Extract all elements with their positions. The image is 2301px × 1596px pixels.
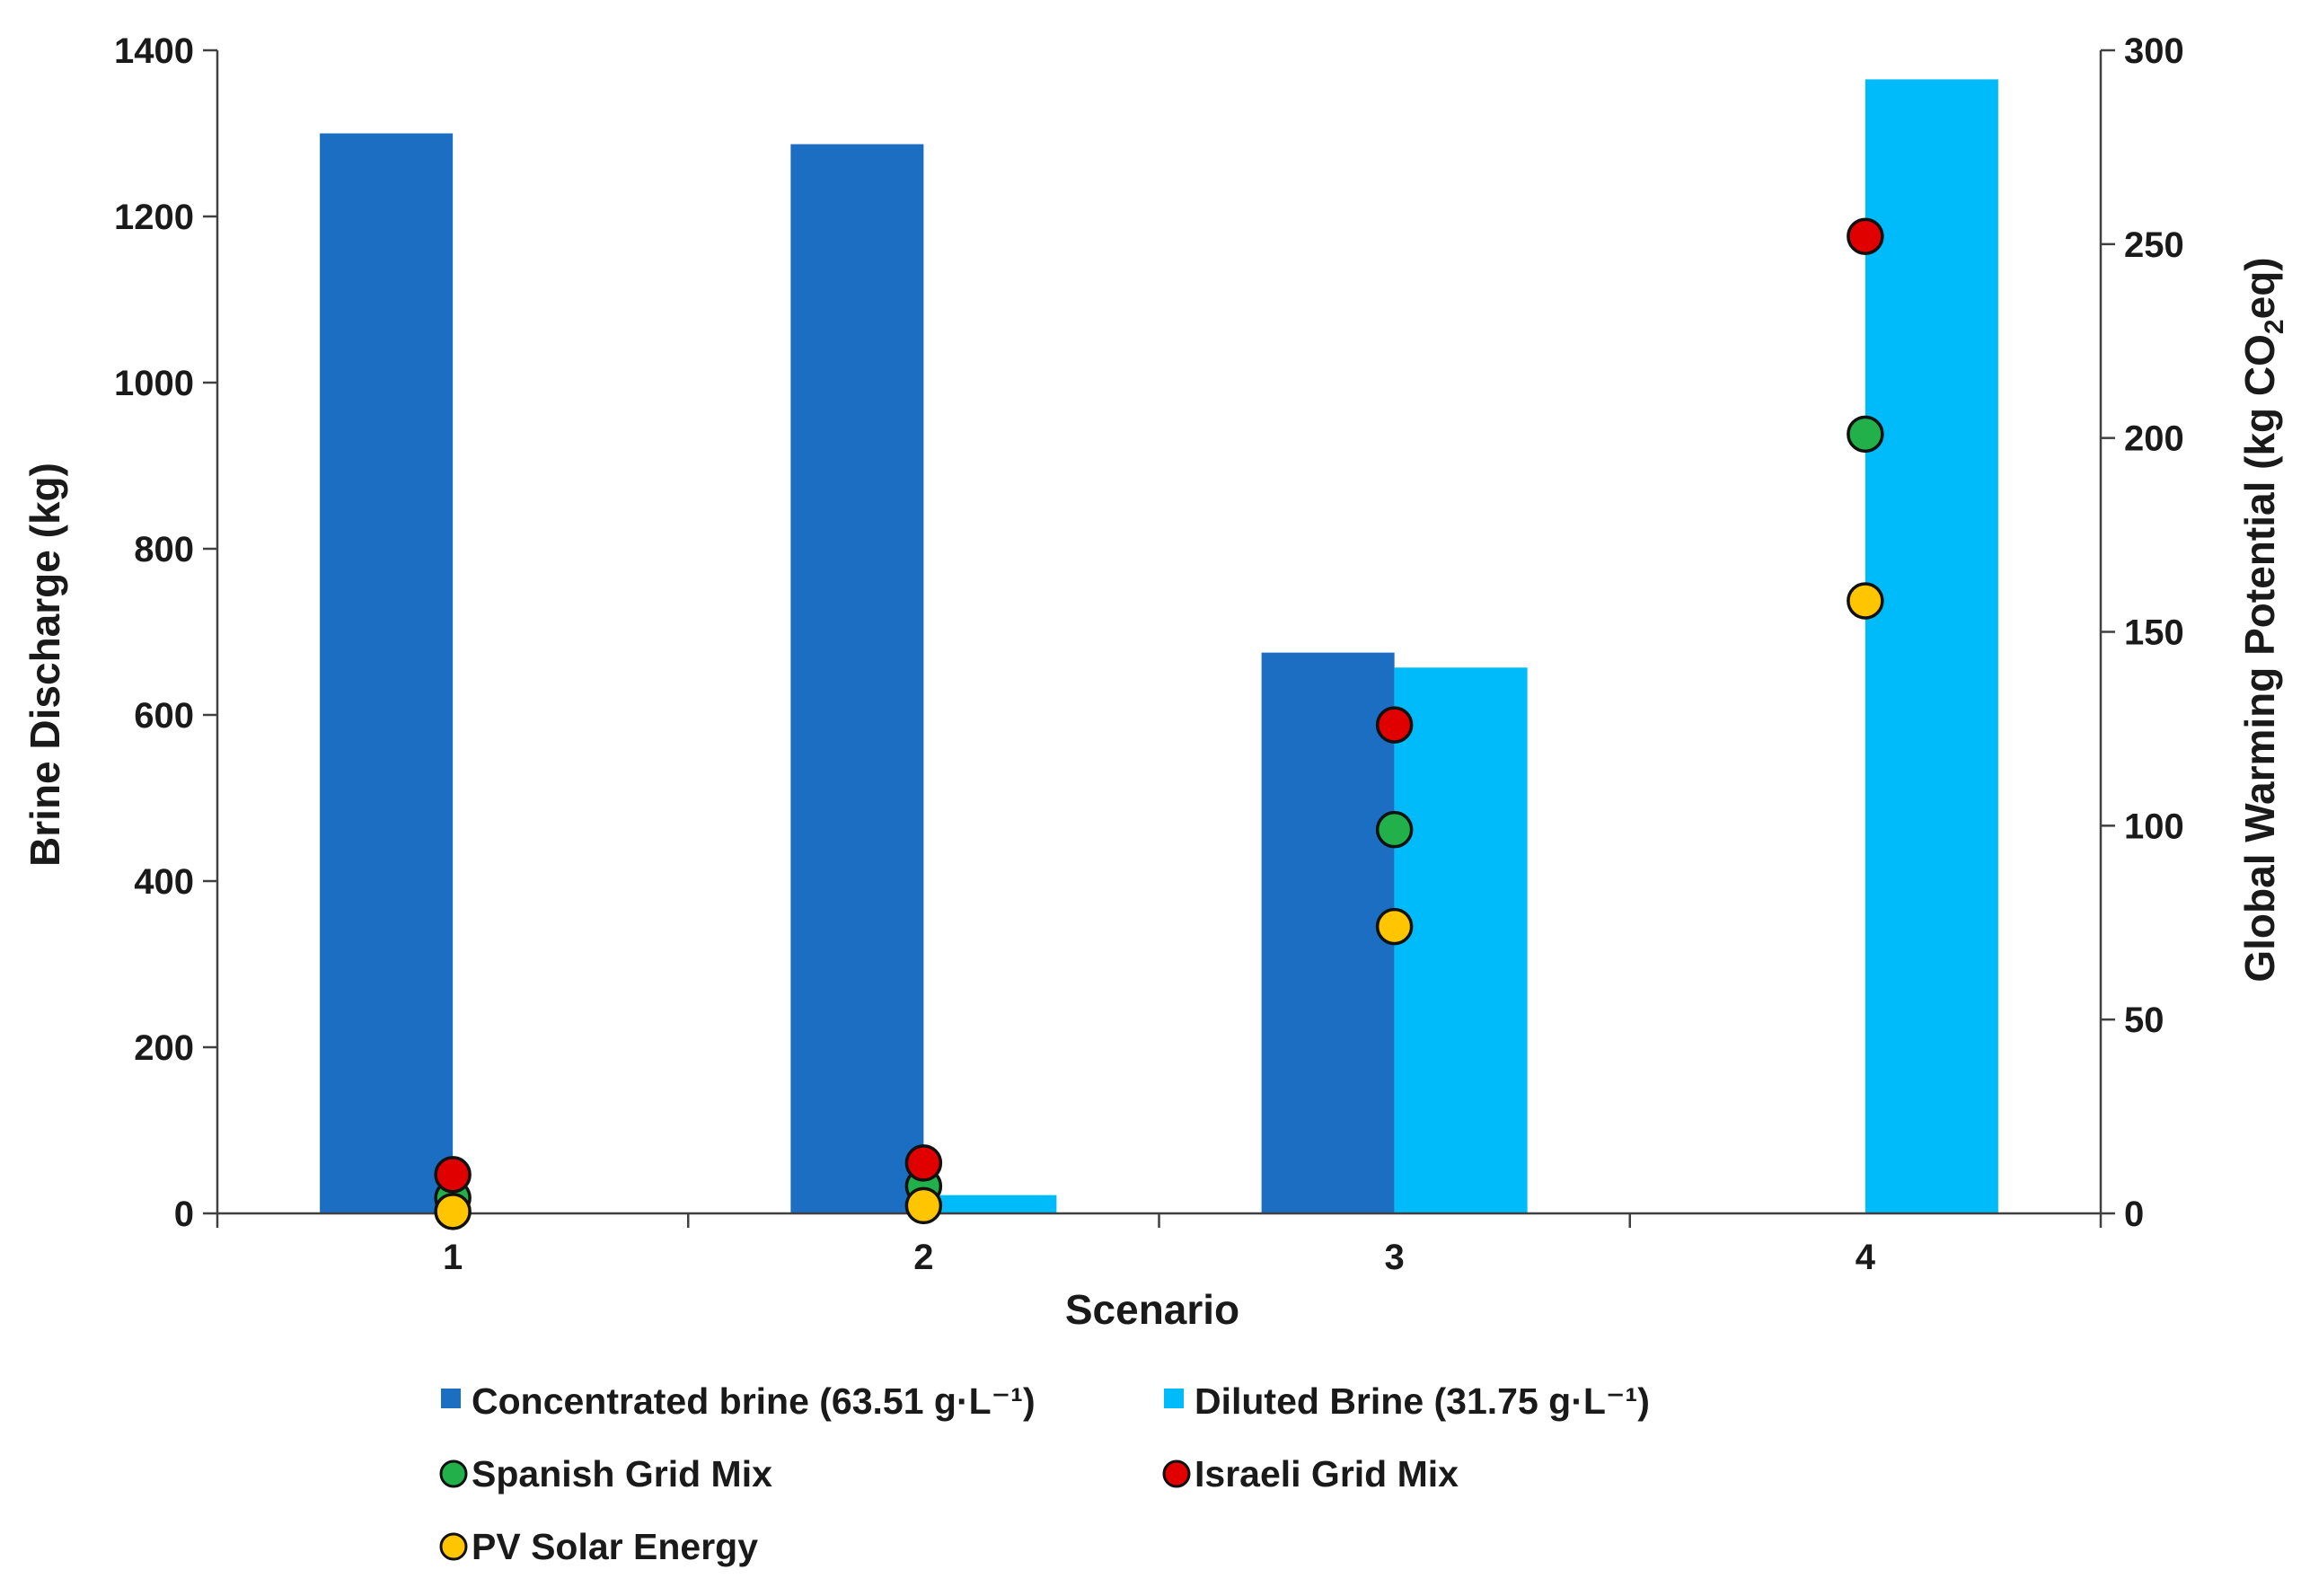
legend: Concentrated brine (63.51 g·L⁻¹) Diluted … <box>439 1380 1650 1567</box>
point-pv-3 <box>1375 907 1414 946</box>
plot-area: 0 200 400 600 800 1000 1200 1400 0 50 100 150 200 250… <box>114 31 2184 1277</box>
y2-tick-label: 150 <box>2124 613 2184 653</box>
legend-marker <box>439 1532 468 1561</box>
legend-item-3: Spanish Grid Mix <box>439 1453 772 1495</box>
x-tick-label-3: 3 <box>1385 1238 1405 1277</box>
legend-item-4: Israeli Grid Mix <box>1162 1453 1459 1495</box>
legend-swatch <box>441 1389 461 1408</box>
y-tick-label: 1000 <box>114 364 194 403</box>
x-tick-label-4: 4 <box>1856 1238 1876 1277</box>
legend-label: Israeli Grid Mix <box>1195 1453 1459 1495</box>
bar-concentrated-2 <box>790 144 924 1213</box>
x-axis-title: Scenario <box>1065 1286 1239 1333</box>
bar-diluted-2 <box>923 1195 1057 1213</box>
legend-marker <box>439 1459 468 1488</box>
point-spanish-3 <box>1375 810 1414 849</box>
points-layer <box>434 217 1884 1230</box>
y2-axis-title-subscript: 2 <box>2260 319 2289 334</box>
legend-label: PV Solar Energy <box>472 1526 758 1567</box>
point-spanish-4 <box>1847 415 1884 454</box>
y-axis-title: Brine Discharge (kg) <box>22 463 68 867</box>
legend-label: Diluted Brine (31.75 g·L⁻¹) <box>1195 1380 1650 1422</box>
y-tick-label: 1400 <box>114 31 194 71</box>
bar-concentrated-3 <box>1261 652 1395 1213</box>
y2-axis-title-prefix: Global Warming Potential (kg CO <box>2236 334 2283 983</box>
y-tick-label: 1200 <box>114 198 194 237</box>
y2-tick-label: 250 <box>2124 225 2184 265</box>
legend-marker <box>1162 1459 1191 1488</box>
y2-tick-label: 0 <box>2124 1195 2144 1234</box>
bars-layer <box>320 79 1998 1213</box>
point-israeli-3 <box>1375 706 1414 744</box>
x-tick-label-1: 1 <box>443 1238 463 1277</box>
axis-titles: Scenario Brine Discharge (kg) Global War… <box>22 257 2289 1333</box>
point-pv-2 <box>904 1186 943 1225</box>
y-tick-label: 800 <box>134 530 194 569</box>
legend-swatch <box>1164 1389 1184 1408</box>
point-pv-4 <box>1847 582 1884 620</box>
y-tick-label: 600 <box>134 696 194 736</box>
y2-axis-title: Global Warming Potential (kg CO2eq) <box>2236 257 2289 982</box>
y2-tick-label: 50 <box>2124 1001 2164 1040</box>
legend-label: Concentrated brine (63.51 g·L⁻¹) <box>472 1380 1036 1422</box>
legend-label: Spanish Grid Mix <box>472 1453 772 1495</box>
bar-diluted-4 <box>1865 79 1998 1213</box>
point-israeli-4 <box>1847 217 1884 255</box>
legend-item-1: Concentrated brine (63.51 g·L⁻¹) <box>441 1380 1036 1422</box>
axes-layer: 0 200 400 600 800 1000 1200 1400 0 50 100 150 200 250… <box>114 31 2184 1277</box>
point-israeli-1 <box>434 1156 472 1194</box>
y2-tick-label: 300 <box>2124 31 2184 71</box>
y-tick-label: 200 <box>134 1028 194 1068</box>
x-tick-label-2: 2 <box>913 1238 933 1277</box>
y-tick-label: 0 <box>174 1195 194 1234</box>
point-pv-1 <box>434 1193 472 1230</box>
legend-item-5: PV Solar Energy <box>439 1526 758 1567</box>
y2-tick-label: 100 <box>2124 807 2184 846</box>
y-tick-label: 400 <box>134 862 194 902</box>
bar-concentrated-1 <box>320 133 454 1213</box>
y2-axis-title-suffix: eq) <box>2236 257 2283 319</box>
legend-item-2: Diluted Brine (31.75 g·L⁻¹) <box>1164 1380 1650 1422</box>
point-israeli-2 <box>904 1144 943 1182</box>
bar-diluted-3 <box>1394 667 1528 1213</box>
y2-tick-label: 200 <box>2124 419 2184 459</box>
